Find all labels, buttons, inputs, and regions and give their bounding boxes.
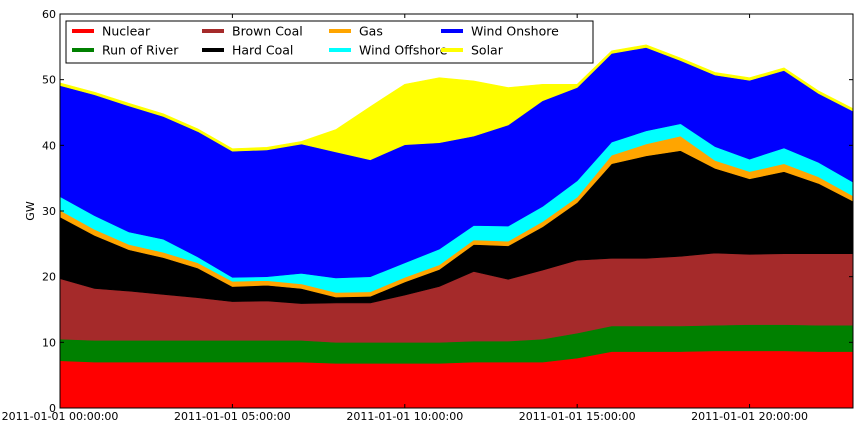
axis-ticks: 0 10 20 30 40 50 60 2011-01-01 00:00:00 2011-01-…	[2, 8, 853, 423]
x-tick-label: 2011-01-01 05:00:00	[174, 410, 291, 423]
legend-label-nuclear: Nuclear	[102, 24, 151, 39]
legend-label-solar: Solar	[471, 43, 504, 58]
x-tick-label: 2011-01-01 10:00:00	[346, 410, 463, 423]
legend-label-wind-offshore: Wind Offshore	[359, 43, 448, 58]
y-tick-label: 40	[42, 139, 56, 152]
x-tick-label: 2011-01-01 20:00:00	[691, 410, 808, 423]
legend-box	[65, 20, 594, 64]
y-tick-label: 10	[42, 336, 56, 349]
y-tick-label: 60	[42, 8, 56, 21]
legend-label-brown-coal: Brown Coal	[232, 24, 303, 39]
y-tick-label: 0	[49, 402, 56, 415]
y-tick-label: 20	[42, 271, 56, 284]
legend-label-run-of-river: Run of River	[102, 43, 179, 58]
x-tick-label: 2011-01-01 00:00:00	[2, 410, 119, 423]
legend-label-gas: Gas	[359, 24, 383, 39]
legend-label-hard-coal: Hard Coal	[232, 43, 293, 58]
legend: Nuclear Run of River Brown Coal Hard Coal Ga…	[65, 20, 594, 64]
x-tick-label: 2011-01-01 15:00:00	[519, 410, 636, 423]
stacked-areas	[59, 44, 854, 409]
y-tick-label: 50	[42, 74, 56, 87]
y-axis-label: GW	[24, 201, 37, 221]
y-tick-label: 30	[42, 205, 56, 218]
legend-label-wind-onshore: Wind Onshore	[471, 24, 559, 39]
